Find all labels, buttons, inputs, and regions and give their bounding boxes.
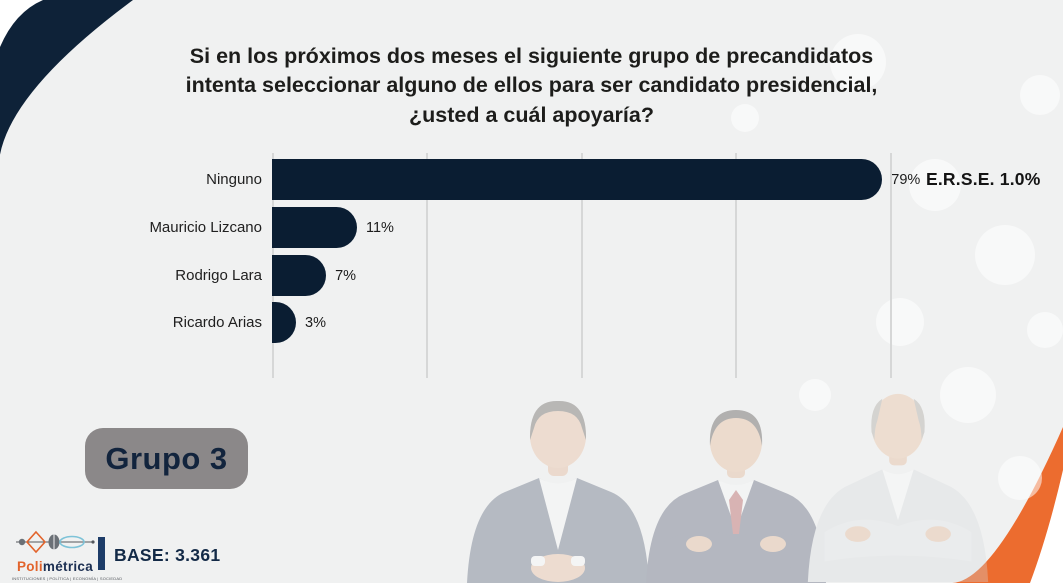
erse-annotation: E.R.S.E. 1.0% [926,169,1041,189]
navy-corner-arc [0,0,133,185]
decorative-bubbles [731,34,1063,500]
question-title-line1: Si en los próximos dos meses el siguient… [189,44,874,68]
bar-lara [272,255,327,296]
bar-value-lizcano: 11% [365,219,394,236]
bar-ninguno [272,159,883,200]
category-label-lara: Rodrigo Lara [175,267,262,284]
candidate-photo-mauricio-lizcano [467,400,649,583]
gridline-60 [735,153,737,378]
category-label-ninguno: Ninguno [206,171,262,188]
base-label: BASE: 3.361 [114,545,221,565]
candidate-photo-rodrigo-lara [646,410,826,583]
polimetrica-logo: Polimétrica INSTITUCIONES | POLÍTICA | E… [12,529,123,581]
candidate-photo-ricardo-arias [807,393,989,583]
polimetrica-logo-icon [16,530,95,554]
category-label-lizcano: Mauricio Lizcano [149,219,262,236]
bar-value-ninguno: 79% [891,171,921,188]
polimetrica-wordmark: Polimétrica [12,560,98,574]
orange-corner-arc [950,427,1063,583]
base-separator-bar [98,537,105,570]
gridline-40 [581,153,583,378]
bar-row-arias: 3% [272,302,326,343]
gridline-20 [426,153,428,378]
bar-row-lizcano: 11% [272,207,394,248]
question-title-line2: intenta seleccionar alguno de ellos para… [185,73,878,98]
bar-lizcano [272,207,357,248]
question-title-line3: ¿usted a cuál apoyaría? [409,102,654,127]
group-badge: Grupo 3 [85,428,248,489]
wordmark-metrica: métrica [42,559,94,574]
gridline-80 [890,153,892,378]
wordmark-poli: Poli [16,559,43,574]
bar-value-arias: 3% [305,314,326,331]
question-title: Si en los próximos dos meses el siguient… [92,42,972,130]
category-label-arias: Ricardo Arias [172,314,262,331]
bar-row-ninguno: 79% [272,159,920,200]
bar-value-lara: 7% [335,267,357,284]
bar-row-lara: 7% [272,255,356,296]
polimetrica-tagline: INSTITUCIONES | POLÍTICA | ECONOMÍA | SO… [12,575,123,581]
